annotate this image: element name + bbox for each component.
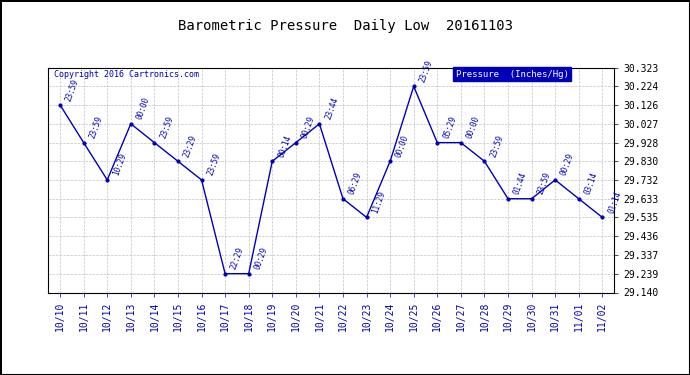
Text: 05:29: 05:29 (442, 115, 458, 140)
Text: 23:59: 23:59 (418, 59, 434, 84)
Text: Pressure  (Inches/Hg): Pressure (Inches/Hg) (455, 70, 569, 79)
Text: 10:29: 10:29 (111, 152, 128, 177)
Text: 23:59: 23:59 (88, 115, 104, 140)
Text: 23:59: 23:59 (535, 171, 552, 196)
Text: 00:29: 00:29 (253, 246, 269, 271)
Text: 01:44: 01:44 (512, 171, 529, 196)
Text: 23:44: 23:44 (324, 96, 340, 121)
Text: 22:29: 22:29 (229, 246, 246, 271)
Text: 00:29: 00:29 (300, 115, 317, 140)
Text: 00:00: 00:00 (135, 96, 151, 121)
Text: 23:59: 23:59 (159, 115, 175, 140)
Text: 06:29: 06:29 (347, 171, 364, 196)
Text: 11:29: 11:29 (371, 190, 387, 214)
Text: 00:00: 00:00 (465, 115, 482, 140)
Text: 01:14: 01:14 (607, 190, 623, 214)
Text: 00:14: 00:14 (277, 134, 293, 159)
Text: 00:29: 00:29 (560, 152, 575, 177)
Text: Barometric Pressure  Daily Low  20161103: Barometric Pressure Daily Low 20161103 (177, 19, 513, 33)
Text: 00:00: 00:00 (394, 134, 411, 159)
Text: 23:59: 23:59 (64, 77, 81, 102)
Text: 23:59: 23:59 (489, 134, 505, 159)
Text: Copyright 2016 Cartronics.com: Copyright 2016 Cartronics.com (54, 70, 199, 79)
Text: 23:29: 23:29 (182, 134, 199, 159)
Text: 03:14: 03:14 (583, 171, 600, 196)
Text: 23:59: 23:59 (206, 152, 222, 177)
